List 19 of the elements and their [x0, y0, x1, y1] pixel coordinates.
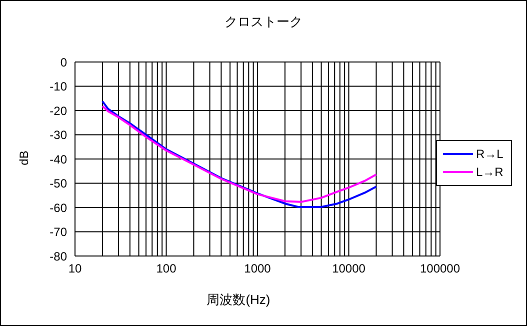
y-tick-label: -10: [50, 80, 68, 94]
y-tick-label: -20: [50, 104, 68, 118]
legend-label: L→R: [476, 165, 504, 179]
y-tick-label: -30: [50, 128, 68, 142]
y-tick-label: -40: [50, 152, 68, 166]
y-tick-label: 0: [60, 55, 68, 70]
x-tick-label: 10000: [332, 262, 366, 276]
y-tick-label: -60: [50, 200, 68, 215]
chart-title: クロストーク: [224, 13, 304, 31]
y-tick-label: -70: [50, 225, 68, 240]
x-tick-label: 100: [156, 262, 177, 276]
x-tick-label: 1000: [244, 262, 272, 276]
y-tick-label: -80: [50, 249, 68, 264]
x-axis-title: 周波数(Hz): [206, 291, 272, 309]
legend-label: R→L: [476, 147, 504, 161]
x-tick-label: 100000: [420, 262, 460, 276]
y-tick-label: -50: [50, 176, 68, 191]
x-tick-label: 10: [68, 262, 82, 276]
y-axis-title: dB: [17, 150, 31, 168]
